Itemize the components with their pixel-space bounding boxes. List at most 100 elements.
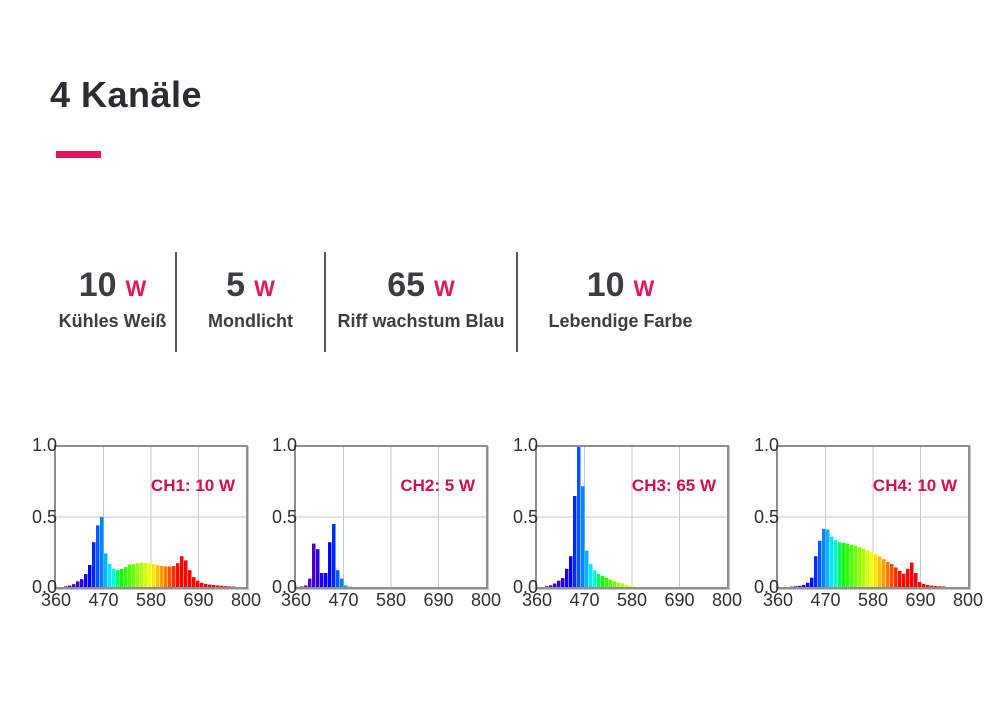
spectrum-bar xyxy=(224,586,228,587)
spectrum-bar xyxy=(156,565,160,587)
spectrum-chart-1: CH1: 10 W xyxy=(54,445,248,589)
spectrum-bar xyxy=(212,585,216,587)
spectrum-bar xyxy=(794,586,798,587)
channel-2-wattage: 5 W xyxy=(177,268,324,302)
x-axis-tick-label: 580 xyxy=(135,590,167,610)
spectrum-bar xyxy=(601,576,605,587)
page-title: 4 Kanäle xyxy=(50,74,203,115)
spectrum-bar xyxy=(593,570,597,587)
spectrum-bar xyxy=(898,570,902,587)
spectrum-bar xyxy=(806,582,810,587)
spectrum-bar xyxy=(613,581,617,587)
spectrum-bar xyxy=(882,559,886,587)
spectrum-bar xyxy=(128,564,132,587)
spectrum-bar xyxy=(176,563,180,587)
channel-4-watt-value: 10 xyxy=(586,266,625,304)
spectrum-bar xyxy=(557,580,561,587)
y-axis-tick-label: 0.0 xyxy=(512,577,538,597)
chart-title-label: CH2: 5 W xyxy=(400,476,475,495)
spectrum-bar xyxy=(910,562,914,587)
spectrum-bar xyxy=(818,540,822,587)
spectrum-bar xyxy=(92,542,96,587)
spectrum-bar xyxy=(196,580,200,587)
spectrum-bar xyxy=(545,586,549,587)
spectrum-bar xyxy=(164,566,168,587)
channel-4-name: Lebendige Farbe xyxy=(548,311,693,331)
spectrum-bar xyxy=(204,583,208,587)
y-axis-tick-label: 0.0 xyxy=(31,577,57,597)
spectrum-bar xyxy=(144,562,148,587)
spectrum-bar xyxy=(112,568,116,587)
spectrum-bar xyxy=(124,567,128,587)
spectrum-bar xyxy=(120,568,124,587)
spectrum-bar xyxy=(798,585,802,587)
y-axis-tick-label: 0.5 xyxy=(753,507,779,527)
spectrum-bar xyxy=(597,573,601,587)
x-axis-tick-label: 580 xyxy=(375,590,407,610)
spectrum-bar xyxy=(565,568,569,587)
y-axis-tick-label: 0.5 xyxy=(271,507,297,527)
spectrum-bar xyxy=(906,568,910,587)
spectrum-bar xyxy=(874,554,878,587)
spectrum-bar xyxy=(605,577,609,587)
spectrum-bar xyxy=(621,583,625,587)
spectrum-bar xyxy=(569,556,573,587)
spectrum-chart-3: CH3: 65 W xyxy=(535,445,729,589)
channel-1-wattage: 10 W xyxy=(50,268,175,302)
spectrum-bar xyxy=(172,566,176,587)
channel-3-watt-unit: W xyxy=(434,276,455,301)
x-axis-tick-label: 690 xyxy=(905,590,936,610)
y-axis-tick-label: 0.0 xyxy=(271,577,297,597)
spectrum-bar xyxy=(890,563,894,587)
x-axis-tick-label: 800 xyxy=(711,590,743,610)
spectrum-bar xyxy=(348,586,352,587)
spectrum-bar xyxy=(926,585,930,587)
chart-title-label: CH3: 65 W xyxy=(631,476,716,495)
spectrum-bar xyxy=(188,570,192,587)
x-axis-tick-label: 800 xyxy=(230,590,262,610)
spectrum-bar xyxy=(826,529,830,587)
spectrum-bar xyxy=(850,545,854,587)
spectrum-bar xyxy=(228,586,232,587)
spectrum-bar xyxy=(116,569,120,587)
channel-2-name: Mondlicht xyxy=(208,311,293,331)
x-axis-tick-label: 690 xyxy=(183,590,214,610)
spectrum-plot-svg xyxy=(56,447,246,587)
spectrum-bar xyxy=(854,545,858,587)
spectrum-bar xyxy=(842,542,846,587)
x-axis-tick-label: 800 xyxy=(470,590,502,610)
spectrum-bar xyxy=(862,549,866,587)
spectrum-bar xyxy=(553,583,557,587)
x-axis-tick-label: 360 xyxy=(762,590,794,610)
channel-spec-4: 10 W Lebendige Farbe xyxy=(518,252,723,352)
channel-4-watt-unit: W xyxy=(633,276,655,301)
spectrum-bar xyxy=(918,582,922,587)
spectrum-bar xyxy=(810,577,814,587)
spectrum-bar xyxy=(585,550,589,587)
y-axis-tick-label: 0.5 xyxy=(31,507,57,527)
spectrum-bar xyxy=(922,583,926,587)
spectrum-bar xyxy=(846,543,850,587)
spectrum-bar xyxy=(140,562,144,587)
spectrum-bar xyxy=(838,542,842,587)
spectrum-bar xyxy=(64,586,68,587)
channel-1-name: Kühles Weiß xyxy=(58,311,167,331)
spectrum-bar xyxy=(561,578,565,587)
spectrum-bar xyxy=(934,586,938,587)
x-axis-tick-label: 360 xyxy=(280,590,312,610)
spectrum-bar xyxy=(629,585,633,587)
spectrum-bar xyxy=(80,579,84,587)
spectrum-bar xyxy=(942,586,946,587)
spectrum-bar xyxy=(184,560,188,587)
spectrum-plot-svg xyxy=(778,447,968,587)
x-axis-tick-label: 470 xyxy=(569,590,600,610)
spectrum-bar xyxy=(180,556,184,587)
spectrum-bar xyxy=(72,584,76,587)
spectrum-bar xyxy=(152,564,156,587)
spectrum-bar xyxy=(328,542,332,587)
spectrum-bar xyxy=(132,564,136,587)
spectrum-bar xyxy=(866,550,870,587)
spectrum-bar xyxy=(88,564,92,587)
y-axis-tick-label: 0.5 xyxy=(512,507,538,527)
spectrum-bar xyxy=(76,581,80,587)
